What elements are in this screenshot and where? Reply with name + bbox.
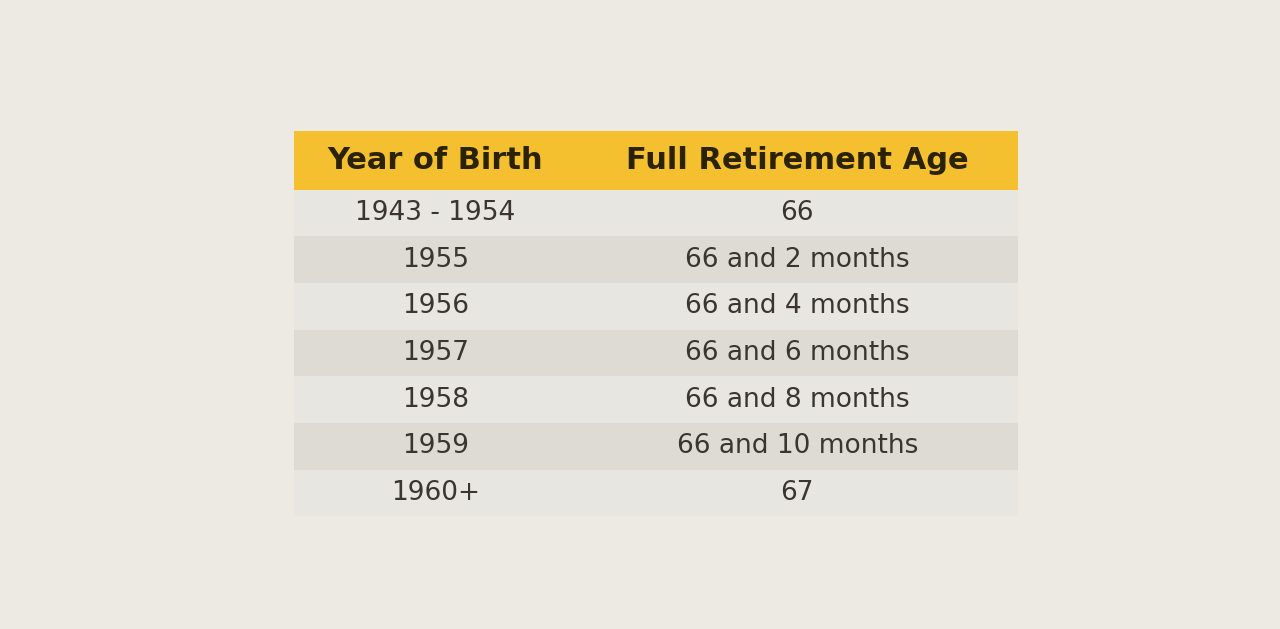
Text: 1956: 1956 [402, 293, 468, 319]
Text: 66: 66 [781, 200, 814, 226]
Bar [294, 469, 1018, 516]
Text: 66 and 2 months: 66 and 2 months [685, 247, 910, 272]
Bar [294, 423, 1018, 469]
Text: 1943 - 1954: 1943 - 1954 [355, 200, 516, 226]
Text: Year of Birth: Year of Birth [328, 146, 543, 175]
Text: 66 and 8 months: 66 and 8 months [685, 387, 910, 413]
Text: 1958: 1958 [402, 387, 468, 413]
Bar [294, 131, 1018, 189]
Text: 1959: 1959 [402, 433, 468, 459]
Bar [294, 376, 1018, 423]
Text: 66 and 6 months: 66 and 6 months [685, 340, 910, 366]
Bar [294, 236, 1018, 283]
Bar [294, 330, 1018, 376]
Text: 1955: 1955 [402, 247, 468, 272]
Text: Full Retirement Age: Full Retirement Age [626, 146, 969, 175]
Bar [294, 283, 1018, 330]
Text: 66 and 4 months: 66 and 4 months [685, 293, 910, 319]
Bar [294, 189, 1018, 236]
Text: 1957: 1957 [402, 340, 468, 366]
Text: 67: 67 [781, 480, 814, 506]
Text: 66 and 10 months: 66 and 10 months [677, 433, 918, 459]
Text: 1960+: 1960+ [390, 480, 480, 506]
